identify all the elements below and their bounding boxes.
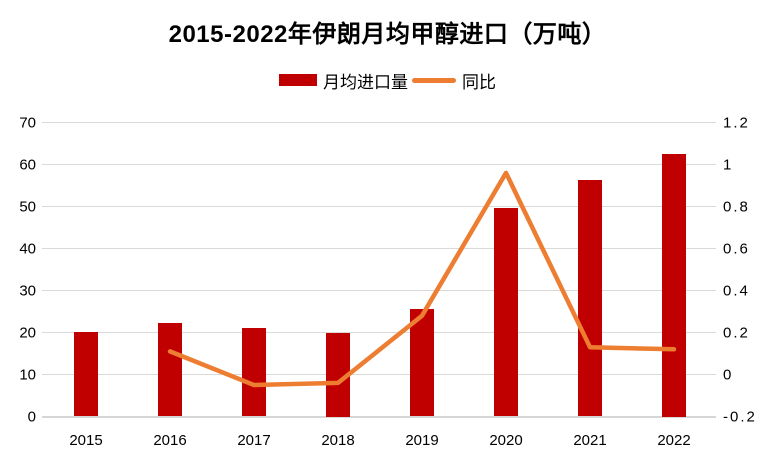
- bar-2019: [410, 309, 434, 417]
- gridline: [42, 206, 716, 207]
- y-axis-tick-left: 10: [19, 366, 36, 383]
- y-axis-tick-right: -0.2: [723, 408, 757, 425]
- legend-item-line-series: 同比: [412, 68, 496, 93]
- y-axis-tick-right: 0.4: [723, 282, 750, 299]
- y-axis-tick-right: 0.8: [723, 198, 750, 215]
- y-axis-tick-left: 70: [19, 114, 36, 131]
- bar-2018: [326, 332, 350, 417]
- x-axis-tick: 2017: [237, 432, 271, 449]
- x-axis-tick: 2021: [573, 432, 607, 449]
- y-axis-tick-right: 0: [723, 366, 734, 383]
- x-axis-tick: 2018: [321, 432, 355, 449]
- y-axis-tick-right: 0.2: [723, 324, 750, 341]
- bar-series-swatch: [279, 74, 317, 86]
- legend: 月均进口量 同比: [0, 68, 775, 92]
- x-axis-line: [42, 415, 716, 418]
- x-axis-tick: 2019: [405, 432, 439, 449]
- y-axis-tick-left: 40: [19, 240, 36, 257]
- gridline: [42, 332, 716, 333]
- bar-2020: [494, 207, 518, 417]
- y-axis-tick-left: 0: [27, 408, 36, 425]
- bar-2015: [74, 332, 98, 417]
- bar-2022: [662, 154, 686, 417]
- gridline: [42, 248, 716, 249]
- chart-title: 2015-2022年伊朗月均甲醇进口（万吨）: [168, 21, 607, 48]
- gridline: [42, 164, 716, 165]
- x-axis-tick: 2016: [153, 432, 187, 449]
- bar-2017: [242, 328, 266, 417]
- gridline: [42, 290, 716, 291]
- gridline: [42, 122, 716, 123]
- y-axis-tick-right: 0.6: [723, 240, 750, 257]
- legend-item-bar-series: 月均进口量: [279, 68, 408, 93]
- x-axis-tick: 2022: [657, 432, 691, 449]
- x-axis-tick: 2015: [69, 432, 103, 449]
- y-axis-tick-left: 30: [19, 282, 36, 299]
- line-series-label: 同比: [462, 72, 496, 92]
- gridline: [42, 374, 716, 375]
- line-series-swatch: [412, 77, 456, 83]
- x-axis-tick: 2020: [489, 432, 523, 449]
- y-axis-tick-left: 60: [19, 156, 36, 173]
- bar-2016: [158, 323, 182, 417]
- y-axis-tick-left: 20: [19, 324, 36, 341]
- bar-2021: [578, 180, 602, 417]
- y-axis-tick-right: 1: [723, 156, 734, 173]
- y-axis-tick-left: 50: [19, 198, 36, 215]
- bar-series-label: 月均进口量: [323, 72, 408, 92]
- y-axis-tick-right: 1.2: [723, 114, 750, 131]
